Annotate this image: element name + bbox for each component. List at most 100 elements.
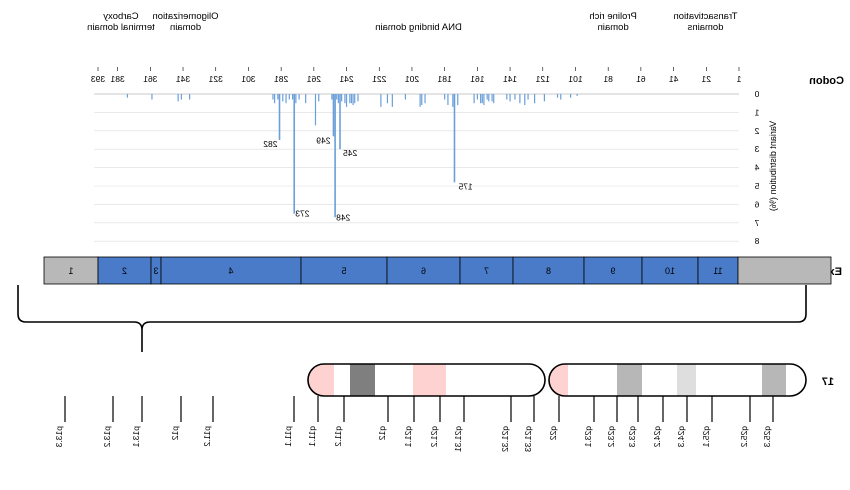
cytoband — [284, 364, 307, 396]
variant-bar — [560, 94, 562, 100]
cytoband — [677, 364, 696, 396]
exon-segment — [459, 256, 514, 285]
cytoband-label: p11.1 — [283, 426, 293, 447]
variant-bar — [380, 94, 382, 107]
exon-segment — [43, 256, 99, 285]
domain-label: Oligomerization — [152, 11, 218, 22]
exon-label: 3 — [153, 266, 158, 276]
exon-label: 10 — [665, 266, 675, 276]
codon-tick-label: 301 — [241, 74, 255, 84]
variant-bar — [576, 94, 578, 96]
chart-y-tick-label: 3 — [754, 144, 759, 154]
codon-tick-label: 101 — [568, 74, 582, 84]
codon-tick-label: 261 — [306, 74, 320, 84]
cytoband-label: q21.33 — [523, 426, 533, 452]
variant-bar — [519, 94, 521, 104]
cytoband-label: q11.2 — [333, 426, 343, 447]
exon-label: 1 — [68, 266, 73, 276]
domain-label: domain — [170, 22, 201, 33]
variant-bar — [177, 94, 179, 102]
exon-label: 4 — [228, 266, 233, 276]
cytoband — [762, 364, 786, 396]
domain-label: terminal domain — [87, 22, 155, 33]
variant-bar — [556, 94, 559, 98]
variant-bar — [404, 94, 407, 100]
codon-tick-label: 341 — [176, 74, 190, 84]
exon-label: 2 — [122, 266, 127, 276]
chart-grid: 0 1 2 3 4 5 6 7 8 — [94, 89, 759, 246]
cytoband-label: q23.2 — [606, 426, 616, 448]
exon-bar: 1 2 3 4 5 6 7 8 9 10 11 — [43, 256, 832, 285]
chart-annotations: 175 245 248 249 273 282 — [263, 135, 473, 222]
variant-bar — [349, 94, 351, 104]
codon-tick-label: 321 — [208, 74, 222, 84]
codon-tick-label: 381 — [110, 74, 124, 84]
variant-bar — [331, 94, 333, 100]
variant-bar — [305, 94, 307, 104]
variant-bar — [509, 94, 511, 102]
chart-y-axis-title: Variant distribution (%) — [768, 121, 778, 211]
codon-tick-label: 221 — [372, 74, 386, 84]
domain-label: DNA binding domain — [375, 22, 462, 33]
variant-bar — [341, 94, 343, 102]
chart-y-tick-label: 0 — [754, 89, 759, 99]
exon-label: 9 — [610, 266, 615, 276]
cytoband-label: q25.1 — [701, 426, 711, 448]
variant-bar — [444, 94, 446, 100]
codon-tick-label: 161 — [470, 74, 484, 84]
cytoband-label: q21.1 — [403, 426, 413, 448]
chart-y-tick-label: 2 — [754, 126, 759, 136]
variant-bar — [357, 94, 359, 102]
codon-axis: 1214161811011211411611812012212412612813… — [91, 67, 741, 84]
variant-bar — [277, 94, 279, 100]
variant-bar — [180, 94, 182, 100]
hotspot-bar — [293, 94, 296, 214]
variant-bar — [151, 94, 153, 100]
cytoband-label: q11.1 — [307, 426, 317, 447]
variant-bar — [473, 94, 475, 104]
variant-bar — [314, 94, 317, 126]
exon-label: 8 — [546, 266, 551, 276]
variant-bar — [285, 94, 287, 104]
cytoband-label: q22 — [548, 426, 558, 440]
variant-bar — [274, 94, 276, 104]
cytoband-label: p13.2 — [102, 426, 112, 448]
variant-bar — [352, 94, 354, 106]
hotspot-label: 249 — [316, 135, 330, 145]
cytoband-label: p12 — [170, 426, 180, 440]
codon-row-label: Codon — [809, 75, 844, 87]
variant-bar — [486, 94, 488, 100]
cytoband-label: p11.2 — [202, 426, 212, 447]
q-arm-bands — [549, 364, 806, 396]
variant-bar — [491, 94, 493, 102]
hotspot-label: 245 — [343, 148, 357, 158]
domain-label: Proline rich — [589, 11, 637, 22]
codon-tick-label: 61 — [636, 74, 646, 84]
codon-tick-label: 361 — [143, 74, 157, 84]
variant-bar — [126, 94, 129, 98]
variant-bar — [452, 94, 454, 107]
variant-bar — [188, 94, 191, 100]
variant-bar — [298, 94, 300, 100]
variant-bar — [288, 94, 290, 100]
variant-bar — [447, 94, 449, 106]
q-arm-outline — [548, 363, 807, 397]
chromosome-17-ideogram — [284, 363, 807, 397]
variant-bar — [483, 94, 485, 106]
variant-bar — [514, 94, 516, 100]
cytoband-label: q21.32 — [500, 426, 510, 452]
domain-label: domain — [598, 22, 629, 33]
hotspot-bar — [332, 94, 335, 137]
variant-bar — [476, 94, 478, 100]
codon-tick-label: 281 — [274, 74, 288, 84]
codon-tick-label: 241 — [339, 74, 353, 84]
exon-segment — [737, 256, 832, 285]
cytoband-label: q24.3 — [676, 426, 686, 448]
variant-distribution-chart: Variant distribution (%) 0 1 2 3 4 5 6 7 8 175 24… — [94, 89, 778, 246]
codon-tick-label: 181 — [437, 74, 451, 84]
cytoband-label: q25.3 — [762, 426, 772, 448]
cytoband-label: q23.1 — [583, 426, 593, 448]
variant-bar — [318, 94, 320, 102]
chart-y-tick-label: 7 — [754, 218, 759, 228]
